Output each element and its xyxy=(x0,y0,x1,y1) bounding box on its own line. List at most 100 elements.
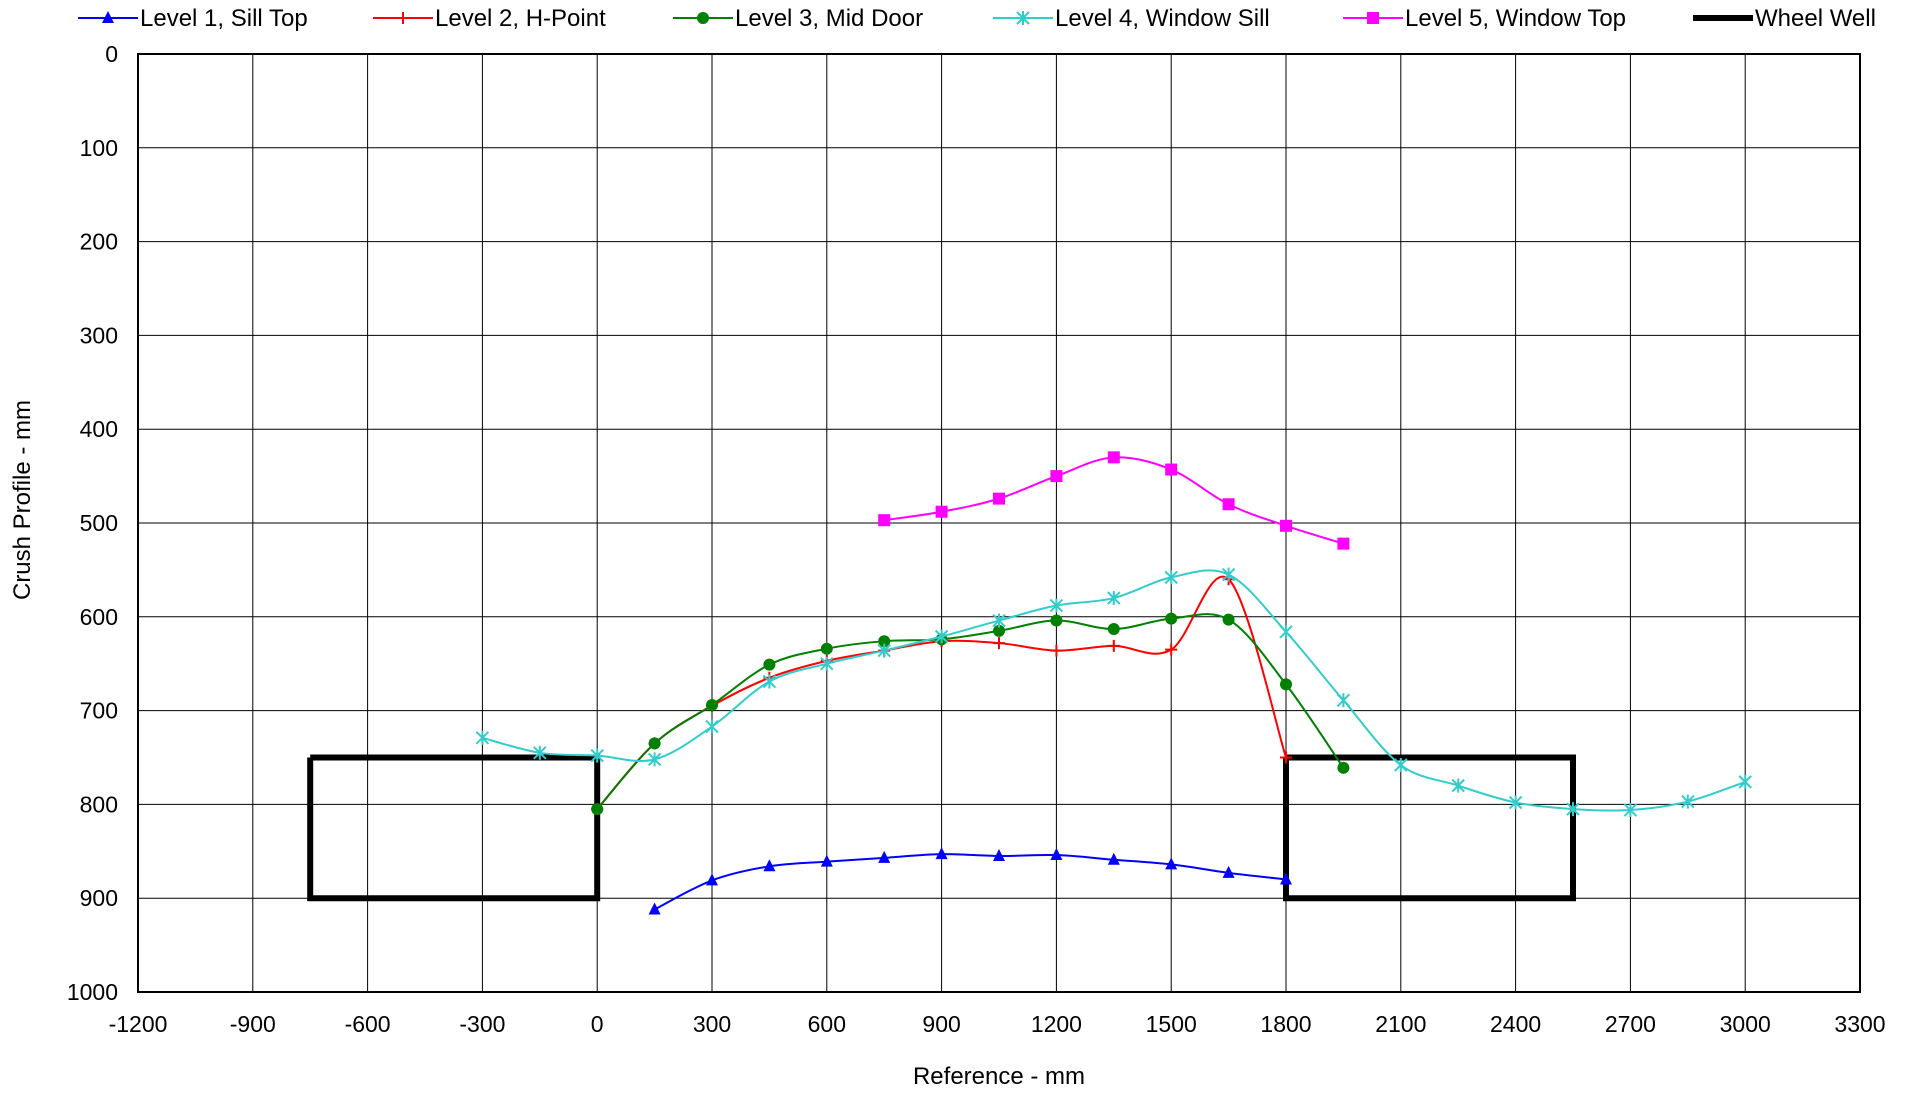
data-point-level-4-window-sill xyxy=(705,719,719,734)
data-point-level-4-window-sill xyxy=(992,613,1006,628)
x-tick-label: -300 xyxy=(459,1011,505,1037)
data-point-level-4-window-sill xyxy=(877,643,891,658)
data-point-level-1-sill-top xyxy=(648,902,661,915)
data-point-level-4-window-sill xyxy=(1623,803,1638,818)
data-point-level-4-window-sill xyxy=(1221,567,1236,582)
x-tick-label: -900 xyxy=(230,1011,276,1037)
data-point-level-1-sill-top xyxy=(993,848,1005,861)
data-point-level-5-window-top xyxy=(1050,470,1063,483)
data-point-level-4-window-sill xyxy=(1049,598,1064,613)
plot-area-frame xyxy=(137,53,1861,993)
y-tick-label: 0 xyxy=(105,41,118,67)
x-tick-label: 1200 xyxy=(1031,1011,1082,1037)
wheel-well-box xyxy=(307,754,601,902)
x-tick-label: 2400 xyxy=(1490,1011,1541,1037)
data-point-level-3-mid-door xyxy=(1050,614,1063,627)
data-point-level-5-window-top xyxy=(1165,463,1178,476)
data-point-level-3-mid-door xyxy=(993,624,1005,637)
data-point-level-4-window-sill xyxy=(1681,794,1695,809)
data-point-level-1-sill-top xyxy=(1107,852,1120,865)
legend-label-level-1-sill-top: Level 1, Sill Top xyxy=(140,5,308,32)
y-tick-label: 500 xyxy=(80,510,118,536)
legend-marker-level-2-h-point xyxy=(397,12,409,24)
data-point-level-4-window-sill xyxy=(533,745,547,760)
data-point-level-3-mid-door xyxy=(591,803,604,816)
series-line-level-5-window-top xyxy=(884,456,1344,545)
x-tick-label: 600 xyxy=(808,1011,846,1037)
data-point-level-3-mid-door xyxy=(820,642,833,655)
data-point-level-2-h-point xyxy=(1280,751,1292,764)
data-point-level-4-window-sill xyxy=(647,752,662,767)
data-point-level-4-window-sill xyxy=(934,629,949,644)
x-tick-label: 1800 xyxy=(1260,1011,1311,1037)
x-tick-label: 900 xyxy=(922,1011,960,1037)
x-tick-label: 3300 xyxy=(1834,1011,1885,1037)
x-tick-label: -600 xyxy=(345,1011,391,1037)
y-tick-label: 100 xyxy=(80,135,118,161)
data-point-level-2-h-point xyxy=(1165,643,1178,656)
data-point-level-2-h-point xyxy=(993,637,1005,650)
data-point-level-4-window-sill xyxy=(1107,591,1121,606)
y-tick-label: 300 xyxy=(80,322,118,348)
x-tick-label: 3000 xyxy=(1720,1011,1771,1037)
x-tick-label: 2100 xyxy=(1375,1011,1426,1037)
data-point-level-4-window-sill xyxy=(1566,802,1580,817)
data-point-level-1-sill-top xyxy=(763,859,776,872)
data-point-level-4-window-sill xyxy=(1508,795,1523,810)
x-tick-label: -1200 xyxy=(109,1011,168,1037)
data-point-level-4-window-sill xyxy=(1394,758,1408,773)
data-point-level-1-sill-top xyxy=(1222,865,1235,878)
data-point-level-4-window-sill xyxy=(1451,778,1465,793)
series-line-level-1-sill-top xyxy=(654,853,1287,911)
data-point-level-4-window-sill xyxy=(762,674,777,689)
legend-marker-level-5-window-top xyxy=(1367,12,1379,24)
data-point-level-3-mid-door xyxy=(878,635,891,648)
x-tick-label: 300 xyxy=(693,1011,731,1037)
data-point-level-4-window-sill xyxy=(1164,570,1178,585)
x-tick-label: 1500 xyxy=(1146,1011,1197,1037)
series-line-level-4-window-sill xyxy=(482,569,1746,812)
legend-label-level-5-window-top: Level 5, Window Top xyxy=(1405,5,1626,32)
data-point-level-4-window-sill xyxy=(1279,624,1293,639)
data-point-level-3-mid-door xyxy=(706,698,718,711)
legend-label-wheel-well: Wheel Well xyxy=(1755,5,1876,32)
data-point-level-5-window-top xyxy=(993,492,1005,505)
y-tick-label: 900 xyxy=(80,885,118,911)
y-axis-label: Crush Profile - mm xyxy=(9,400,36,600)
data-point-level-4-window-sill xyxy=(1738,774,1752,789)
data-point-level-4-window-sill xyxy=(1336,693,1351,708)
data-point-level-3-mid-door xyxy=(763,658,776,671)
data-point-level-1-sill-top xyxy=(820,854,833,867)
data-point-level-3-mid-door xyxy=(1337,761,1350,774)
y-tick-label: 200 xyxy=(80,229,118,255)
data-point-level-3-mid-door xyxy=(648,737,661,750)
data-point-level-1-sill-top xyxy=(1050,848,1063,861)
data-point-level-1-sill-top xyxy=(935,847,948,860)
legend-marker-level-3-mid-door xyxy=(697,12,709,24)
data-point-level-5-window-top xyxy=(1280,519,1292,532)
data-point-level-4-window-sill xyxy=(475,730,490,745)
x-tick-label: 2700 xyxy=(1605,1011,1656,1037)
series-line-level-3-mid-door xyxy=(596,613,1345,810)
data-point-level-5-window-top xyxy=(1107,451,1120,464)
x-axis-label: Reference - mm xyxy=(913,1063,1085,1090)
series-lines xyxy=(475,451,1752,915)
legend-marker-level-4-window-sill xyxy=(1016,11,1030,25)
wheel-well-box xyxy=(1283,754,1576,902)
legend-label-level-3-mid-door: Level 3, Mid Door xyxy=(735,5,923,32)
gridlines xyxy=(137,53,1861,993)
data-point-level-1-sill-top xyxy=(1280,872,1292,885)
tick-labels: -1200 -900 -600 -300 0 300 600 900 1200 1500 1800 2… xyxy=(67,41,1886,1037)
y-tick-label: 1000 xyxy=(67,979,118,1005)
data-point-level-3-mid-door xyxy=(1165,612,1178,625)
data-point-level-5-window-top xyxy=(878,514,891,527)
data-point-level-1-sill-top xyxy=(1165,857,1178,870)
data-point-level-5-window-top xyxy=(1337,537,1350,550)
data-point-level-3-mid-door xyxy=(1107,622,1120,635)
wheel-well-boxes xyxy=(307,754,1576,902)
y-tick-label: 700 xyxy=(80,698,118,724)
data-point-level-1-sill-top xyxy=(706,873,718,886)
data-point-level-2-h-point xyxy=(1050,644,1063,657)
data-point-level-3-mid-door xyxy=(1280,678,1292,691)
